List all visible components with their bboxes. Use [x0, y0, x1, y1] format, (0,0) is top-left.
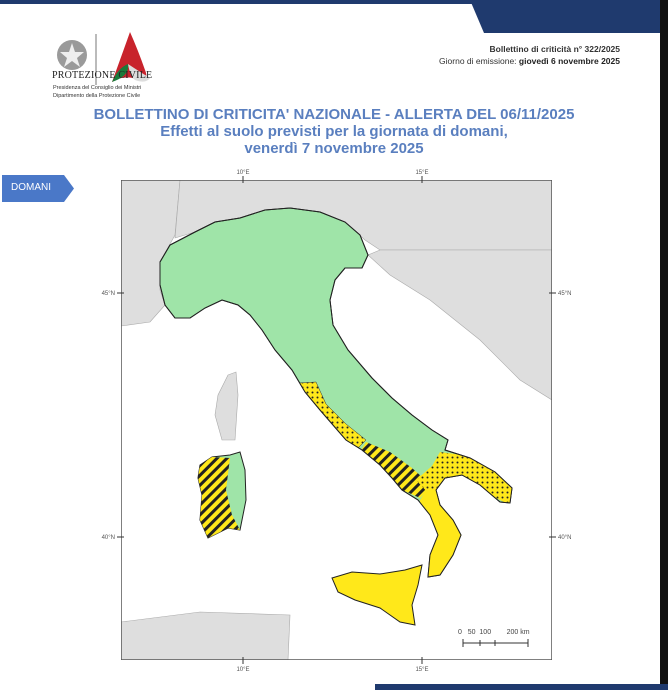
tab-label: DOMANI	[11, 182, 51, 193]
top-bar	[0, 0, 668, 4]
title-line2: Effetti al suolo previsti per la giornat…	[160, 123, 508, 140]
zone-campania-hatched	[360, 442, 432, 498]
lon-label-15-bottom: 15°E	[415, 667, 428, 673]
corsica	[214, 371, 239, 441]
emission-date: giovedì 6 novembre 2025	[518, 56, 620, 66]
protezione-civile-logo	[57, 32, 150, 85]
tab-domani[interactable]: DOMANI	[2, 175, 74, 202]
lat-label-45-right: 45°N	[558, 291, 571, 297]
org-sub2: Dipartimento della Protezione Civile	[53, 93, 141, 99]
org-subtitle: Presidenza del Consiglio dei Ministri Dip…	[53, 84, 141, 100]
lat-label-40-right: 40°N	[558, 535, 571, 541]
bulletin-number: Bollettino di criticità n° 322/2025	[489, 44, 620, 54]
org-sub1: Presidenza del Consiglio dei Ministri	[53, 85, 142, 91]
emission-label: Giorno di emissione:	[439, 56, 519, 66]
lon-label-10: 10°E	[236, 170, 249, 176]
lat-label-45: 45°N	[102, 291, 115, 297]
page-title: BOLLETTINO DI CRITICITA' NAZIONALE - ALL…	[0, 106, 668, 157]
lon-label-10-bottom: 10°E	[236, 667, 249, 673]
window-edge	[660, 0, 668, 690]
land-balkans	[367, 249, 552, 401]
sicily	[331, 564, 423, 626]
bottom-bar	[375, 684, 668, 690]
emission-date-line: Giorno di emissione: giovedì 6 novembre …	[439, 56, 620, 66]
title-line1: BOLLETTINO DI CRITICITA' NAZIONALE - ALL…	[93, 106, 575, 123]
scale-label: 0 50 100 200 km	[458, 629, 530, 636]
scale-bar	[462, 639, 529, 647]
top-banner	[470, 0, 668, 33]
title-line3: venerdì 7 novembre 2025	[244, 140, 424, 157]
lon-label-15: 15°E	[415, 170, 428, 176]
org-name: PROTEZIONE CIVILE	[52, 70, 153, 81]
land-africa	[121, 611, 291, 660]
lat-label-40: 40°N	[102, 535, 115, 541]
zone-sardinia-hatched	[198, 457, 240, 538]
